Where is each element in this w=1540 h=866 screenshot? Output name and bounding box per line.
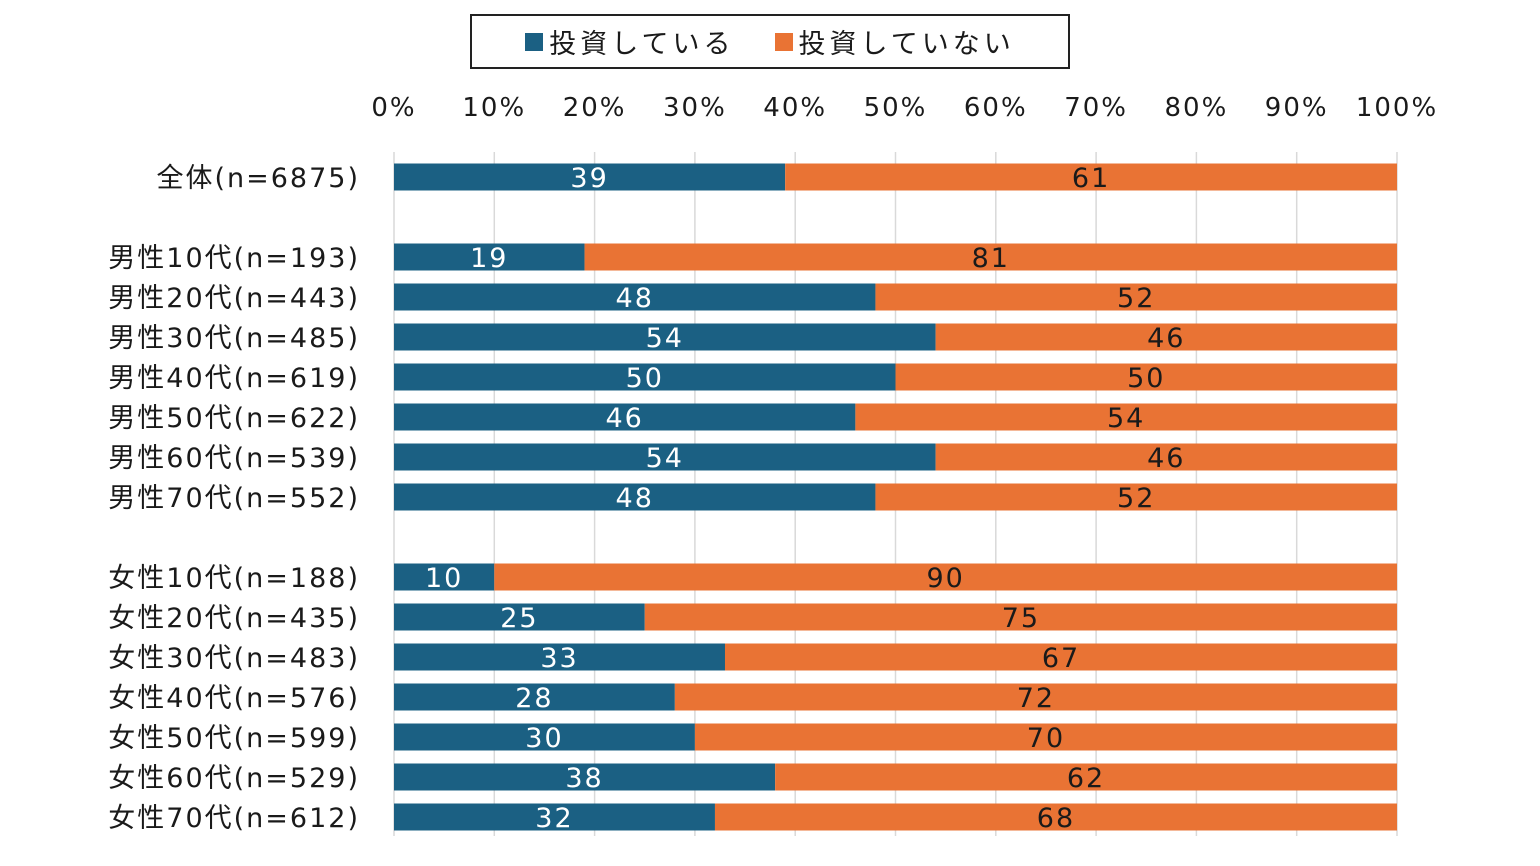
- bar-segment-investing: [394, 443, 936, 471]
- data-label-investing: 46: [606, 403, 644, 434]
- data-label-investing: 54: [646, 443, 684, 474]
- category-label: 男性70代(n=552): [108, 483, 360, 514]
- category-label: 男性40代(n=619): [108, 363, 360, 394]
- data-label-investing: 48: [616, 283, 654, 314]
- x-tick-label: 20%: [563, 93, 627, 123]
- category-label: 女性70代(n=612): [108, 803, 360, 834]
- category-label: 男性50代(n=622): [108, 403, 360, 434]
- data-label-investing: 48: [616, 483, 654, 514]
- category-label: 全体(n=6875): [156, 163, 360, 194]
- legend: 投資している 投資していない: [470, 14, 1070, 69]
- legend-label-investing: 投資している: [549, 29, 735, 60]
- bar-segment-not-investing: [785, 163, 1397, 191]
- data-label-not-investing: 68: [1037, 803, 1075, 834]
- bar-segment-not-investing: [724, 643, 1397, 671]
- data-label-not-investing: 52: [1117, 483, 1155, 514]
- legend-label-not-investing: 投資していない: [798, 29, 1015, 60]
- bar-segment-not-investing: [694, 723, 1397, 751]
- bar-segment-investing: [394, 403, 856, 431]
- x-tick-label: 100%: [1356, 93, 1438, 123]
- bar-segment-investing: [394, 243, 585, 271]
- bar-segment-investing: [394, 483, 876, 511]
- data-label-not-investing: 54: [1107, 403, 1145, 434]
- data-label-not-investing: 61: [1072, 163, 1110, 194]
- data-label-not-investing: 81: [972, 243, 1010, 274]
- x-tick-label: 50%: [864, 93, 928, 123]
- legend-item-not-investing: 投資していない: [774, 22, 1015, 61]
- bar-segment-not-investing: [875, 283, 1397, 311]
- data-label-not-investing: 90: [926, 563, 964, 594]
- bar-segment-investing: [394, 363, 896, 391]
- bar-segment-investing: [394, 803, 715, 831]
- x-tick-label: 70%: [1064, 93, 1128, 123]
- category-label: 男性20代(n=443): [108, 283, 360, 314]
- bar-segment-not-investing: [935, 323, 1397, 351]
- bar-segment-not-investing: [714, 803, 1397, 831]
- category-label: 男性10代(n=193): [108, 243, 360, 274]
- bar-segment-investing: [394, 723, 695, 751]
- data-label-not-investing: 75: [1002, 603, 1040, 634]
- category-labels: 全体(n=6875) 男性10代(n=193) 男性20代(n=443) 男性30代(…: [108, 163, 360, 834]
- data-label-not-investing: 46: [1147, 443, 1185, 474]
- bar-segment-not-investing: [935, 443, 1397, 471]
- category-label: 女性30代(n=483): [108, 643, 360, 674]
- bar-segment-not-investing: [875, 483, 1397, 511]
- x-tick-label: 90%: [1265, 93, 1329, 123]
- x-tick-label: 40%: [763, 93, 827, 123]
- bar-segment-not-investing: [855, 403, 1397, 431]
- x-tick-label: 80%: [1165, 93, 1229, 123]
- bar-segment-investing: [394, 763, 776, 791]
- bar-segment-not-investing: [644, 603, 1397, 631]
- bar-segment-not-investing: [584, 243, 1397, 271]
- data-label-not-investing: 50: [1127, 363, 1165, 394]
- data-label-not-investing: 62: [1067, 763, 1105, 794]
- category-label: 女性40代(n=576): [108, 683, 360, 714]
- category-label: 女性20代(n=435): [108, 603, 360, 634]
- bar-segment-not-investing: [895, 363, 1397, 391]
- bar-segment-investing: [394, 323, 936, 351]
- data-label-investing: 39: [570, 163, 608, 194]
- category-label: 女性10代(n=188): [108, 563, 360, 594]
- category-label: 女性60代(n=529): [108, 763, 360, 794]
- data-label-not-investing: 70: [1027, 723, 1065, 754]
- bar-segment-not-investing: [494, 563, 1397, 591]
- x-tick-label: 10%: [462, 93, 526, 123]
- data-label-investing: 28: [515, 683, 553, 714]
- data-label-not-investing: 72: [1017, 683, 1055, 714]
- bar-segment-investing: [394, 603, 645, 631]
- data-label-investing: 38: [565, 763, 603, 794]
- x-tick-label: 60%: [964, 93, 1028, 123]
- bar-segment-investing: [394, 643, 725, 671]
- x-tick-label: 30%: [663, 93, 727, 123]
- category-label: 女性50代(n=599): [108, 723, 360, 754]
- bar-segment-investing: [394, 283, 876, 311]
- data-label-investing: 54: [646, 323, 684, 354]
- x-tick-label: 0%: [371, 93, 416, 123]
- legend-item-investing: 投資している: [525, 22, 734, 61]
- legend-swatch-investing: [525, 32, 544, 51]
- data-label-investing: 32: [535, 803, 573, 834]
- bar-segment-investing: [394, 683, 675, 711]
- data-label-investing: 25: [500, 603, 538, 634]
- legend-swatch-not-investing: [774, 32, 793, 51]
- data-label-not-investing: 52: [1117, 283, 1155, 314]
- data-label-not-investing: 67: [1042, 643, 1080, 674]
- data-label-investing: 50: [626, 363, 664, 394]
- x-axis-ticks: 0% 10% 20% 30% 40% 50% 60% 70% 80% 90% 100%: [371, 93, 1438, 123]
- data-label-investing: 30: [525, 723, 563, 754]
- data-label-not-investing: 46: [1147, 323, 1185, 354]
- bar-segment-investing: [394, 563, 495, 591]
- bar-segment-not-investing: [775, 763, 1397, 791]
- category-label: 男性60代(n=539): [108, 443, 360, 474]
- data-label-investing: 33: [540, 643, 578, 674]
- category-label: 男性30代(n=485): [108, 323, 360, 354]
- data-label-investing: 10: [425, 563, 463, 594]
- data-label-investing: 19: [470, 243, 508, 274]
- bar-segment-not-investing: [674, 683, 1397, 711]
- bar-segment-investing: [394, 163, 786, 191]
